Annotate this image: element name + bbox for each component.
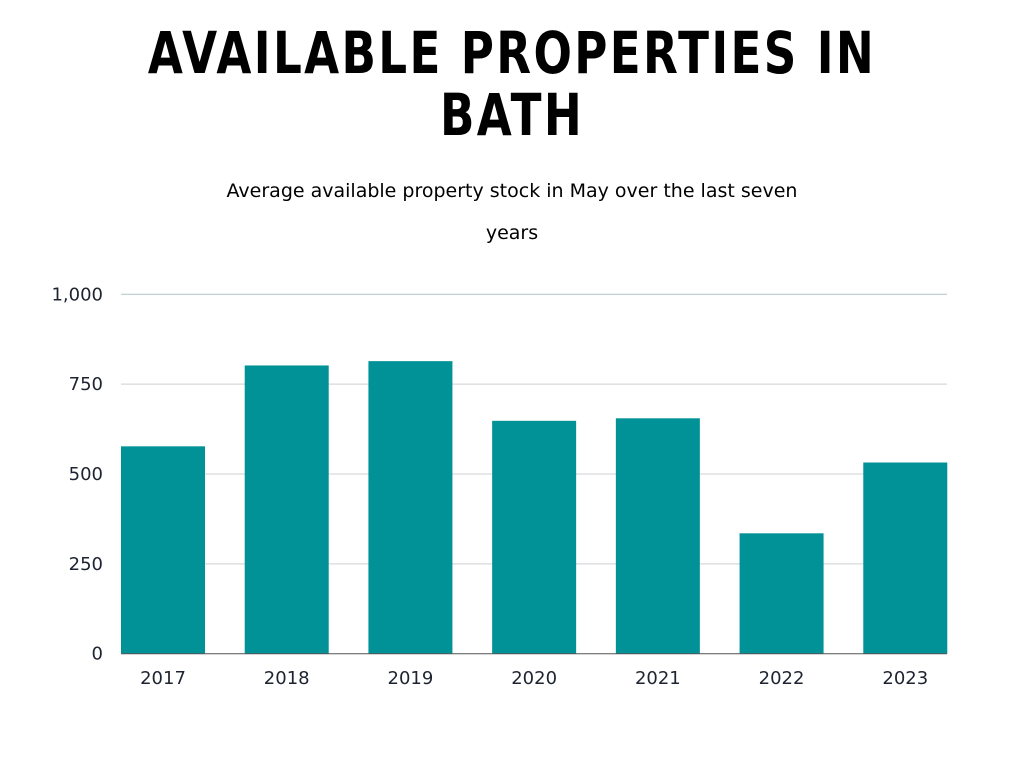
bar-2023 [863,462,948,654]
y-tick-label: 0 [92,644,103,665]
y-tick-label: 750 [69,374,103,395]
bar-2017 [121,446,205,654]
y-tick-label: 1,000 [51,284,103,305]
chart-subtitle: Average available property stock in May … [226,180,798,244]
x-tick-label: 2018 [264,668,310,689]
x-tick-label: 2019 [388,668,434,689]
y-tick-label: 500 [69,464,103,485]
bar-2020 [492,420,577,654]
chart-title: AVAILABLE PROPERTIES IN BATH [147,19,877,149]
bar-2022 [739,533,824,654]
x-tick-label: 2020 [511,668,557,689]
x-tick-label: 2021 [635,668,681,689]
x-tick-label: 2022 [759,668,805,689]
x-tick-label: 2017 [140,668,186,689]
y-tick-label: 250 [69,554,103,575]
bar-2019 [368,361,453,654]
bar-2018 [244,365,329,654]
x-tick-label: 2023 [882,668,928,689]
bar-2021 [615,418,700,654]
